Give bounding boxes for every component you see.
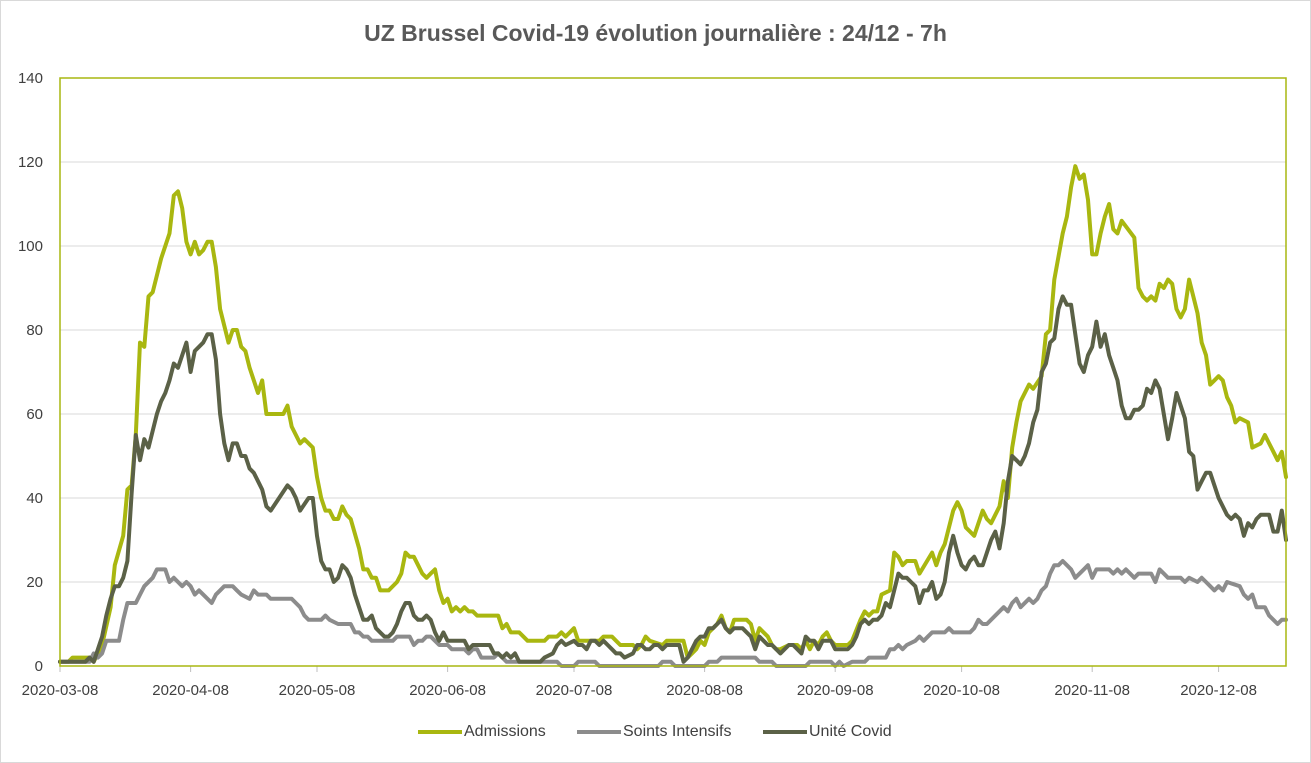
- x-tick-label: 2020-08-08: [666, 682, 743, 699]
- x-tick-label: 2020-06-08: [409, 682, 486, 699]
- legend-swatch-soints-intensifs: [577, 730, 621, 734]
- series-line-unite-covid: [58, 294, 1288, 664]
- legend-item-unite-covid[interactable]: Unité Covid: [763, 720, 892, 744]
- legend-label-soints-intensifs: Soints Intensifs: [623, 723, 732, 740]
- axes: 0 20 40 60 80 100 120 140 2020-03-08 2020-04-08 20…: [18, 70, 1286, 699]
- series-line-soints-intensifs: [58, 559, 1288, 668]
- legend: Admissions Soints Intensifs Unité Covid: [0, 720, 1311, 744]
- x-tick-label: 2020-03-08: [22, 682, 99, 699]
- x-tick-label: 2020-10-08: [923, 682, 1000, 699]
- legend-item-admissions[interactable]: Admissions: [418, 720, 546, 744]
- x-tick-label: 2020-11-08: [1054, 682, 1130, 699]
- legend-label-unite-covid: Unité Covid: [809, 723, 892, 740]
- plot-area-border: [59, 77, 1287, 667]
- y-tick-label: 20: [26, 574, 43, 591]
- y-tick-label: 140: [18, 70, 43, 87]
- y-tick-label: 80: [26, 322, 43, 339]
- x-tick-label: 2020-09-08: [797, 682, 874, 699]
- y-tick-label: 0: [35, 658, 43, 675]
- y-tick-label: 100: [18, 238, 43, 255]
- series-line-admissions: [58, 164, 1288, 664]
- x-tick-label: 2020-12-08: [1180, 682, 1257, 699]
- y-tick-label: 60: [26, 406, 43, 423]
- legend-label-admissions: Admissions: [464, 723, 546, 740]
- x-tick-label: 2020-04-08: [152, 682, 229, 699]
- legend-swatch-admissions: [418, 730, 462, 734]
- x-tick-label: 2020-05-08: [279, 682, 356, 699]
- x-tick-label: 2020-07-08: [536, 682, 613, 699]
- plot-area: [59, 77, 1287, 667]
- y-tick-label: 40: [26, 490, 43, 507]
- y-tick-label: 120: [18, 154, 43, 171]
- legend-swatch-unite-covid: [763, 730, 807, 734]
- chart-title: UZ Brussel Covid-19 évolution journalièr…: [364, 20, 947, 46]
- legend-item-soints-intensifs[interactable]: Soints Intensifs: [577, 720, 732, 744]
- series-lines: [58, 164, 1288, 668]
